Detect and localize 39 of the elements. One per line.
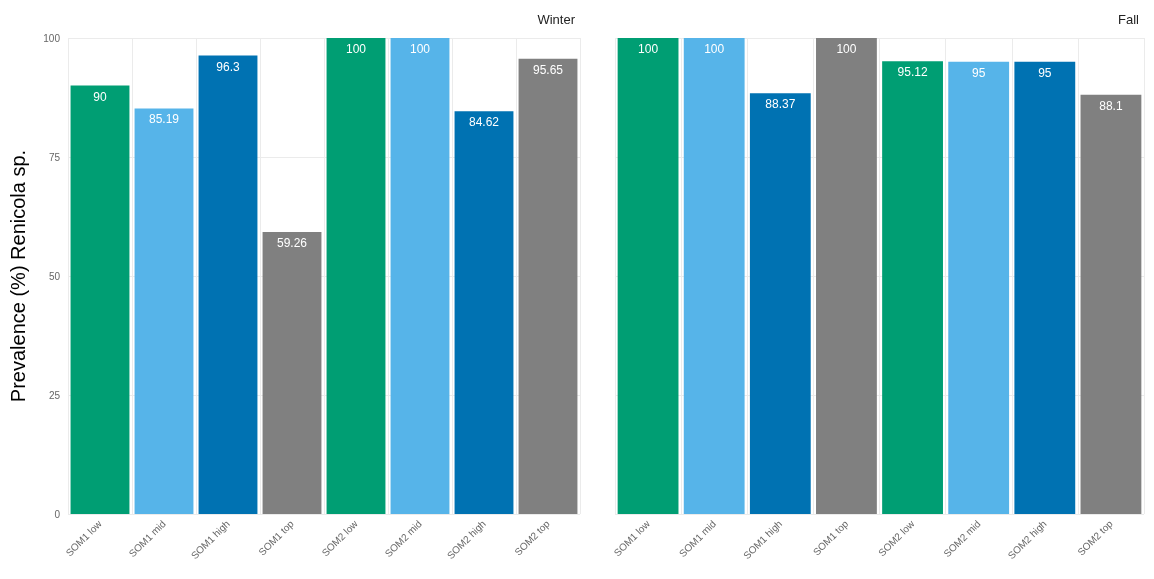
bar bbox=[749, 93, 811, 514]
bar bbox=[1014, 61, 1076, 514]
data-label: 100 bbox=[345, 42, 367, 56]
y-axis-title: Prevalence (%) Renicola sp. bbox=[7, 149, 29, 403]
bar bbox=[948, 61, 1010, 514]
data-label: 84.62 bbox=[468, 115, 500, 130]
bar bbox=[683, 38, 745, 514]
data-label: 90 bbox=[93, 89, 107, 104]
bar bbox=[134, 108, 194, 514]
y-tick-label: 25 bbox=[48, 389, 61, 401]
data-label: 96.3 bbox=[216, 59, 240, 74]
chart-title: Fall bbox=[1118, 12, 1140, 27]
bar bbox=[816, 38, 877, 514]
chart-title: Winter bbox=[537, 12, 576, 27]
bar bbox=[1080, 94, 1142, 514]
data-label: 88.1 bbox=[1099, 98, 1123, 113]
data-label: 100 bbox=[704, 42, 725, 56]
data-label: 100 bbox=[638, 42, 659, 56]
y-tick-label: 100 bbox=[43, 32, 61, 44]
bar bbox=[518, 58, 578, 514]
data-label: 95 bbox=[1038, 65, 1052, 80]
data-label: 85.19 bbox=[148, 112, 180, 127]
data-label: 88.37 bbox=[765, 97, 796, 112]
bar bbox=[198, 55, 258, 514]
bar bbox=[326, 38, 386, 514]
data-label: 100 bbox=[836, 42, 857, 56]
bar bbox=[70, 85, 130, 514]
data-label: 59.26 bbox=[276, 235, 308, 250]
data-label: 95.12 bbox=[897, 65, 928, 80]
y-tick-label: 75 bbox=[48, 151, 61, 163]
y-tick-label: 0 bbox=[54, 508, 61, 520]
y-tick-label: 50 bbox=[48, 270, 61, 282]
data-label: 95.65 bbox=[532, 62, 564, 77]
data-label: 100 bbox=[409, 42, 431, 56]
bar bbox=[262, 231, 322, 514]
bar bbox=[882, 61, 943, 514]
data-label: 95 bbox=[972, 65, 986, 80]
bar bbox=[454, 111, 514, 514]
bar bbox=[390, 38, 450, 514]
